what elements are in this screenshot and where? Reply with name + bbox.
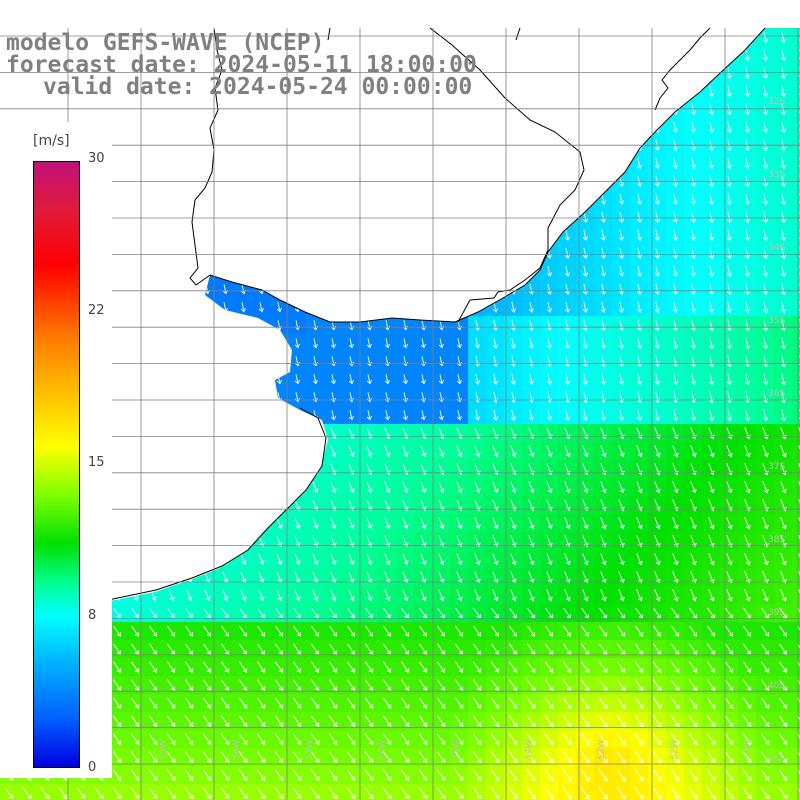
latitude-label: 36S xyxy=(768,389,785,399)
wind-speed-cell xyxy=(594,784,613,800)
colorbar-tick-15: 15 xyxy=(88,455,105,470)
wind-speed-cell xyxy=(792,550,800,569)
latitude-label: 32S xyxy=(768,97,785,107)
wind-speed-cell xyxy=(630,784,649,800)
wind-speed-cell xyxy=(792,154,800,173)
latitude-label: 38S xyxy=(768,535,785,545)
wind-speed-cell xyxy=(792,658,800,677)
wind-speed-cell xyxy=(648,784,667,800)
wind-speed-cell xyxy=(792,568,800,587)
wind-speed-cell xyxy=(792,406,800,425)
wind-speed-cell xyxy=(792,208,800,227)
wind-speed-cell xyxy=(792,496,800,515)
wind-speed-cell xyxy=(792,676,800,695)
colorbar-unit: [m/s] xyxy=(33,133,70,149)
latitude-label: 41S xyxy=(768,754,785,764)
wind-speed-cell xyxy=(792,244,800,263)
wind-speed-cell xyxy=(792,424,800,443)
wind-speed-cell xyxy=(792,640,800,659)
latitude-label: 34S xyxy=(768,243,785,253)
longitude-label: 58W xyxy=(232,740,242,760)
wind-speed-cell xyxy=(792,388,800,407)
wind-speed-cell xyxy=(792,514,800,533)
wind-speed-cell xyxy=(792,28,800,47)
wind-speed-cell xyxy=(792,442,800,461)
latitude-label: 39S xyxy=(768,608,785,618)
wind-speed-cell xyxy=(792,370,800,389)
wind-speed-cell xyxy=(792,82,800,101)
wind-speed-cell xyxy=(792,190,800,209)
wind-speed-cell xyxy=(792,64,800,83)
wind-speed-cell xyxy=(792,100,800,119)
longitude-label: 56W xyxy=(378,740,388,760)
wind-speed-cell xyxy=(792,532,800,551)
wind-speed-cell xyxy=(792,784,800,800)
latitude-label: 33S xyxy=(768,170,785,180)
wind-speed-cell xyxy=(792,694,800,713)
longitude-label: 57W xyxy=(305,740,315,760)
colorbar-tick-22: 22 xyxy=(88,303,105,318)
longitude-label: 51W xyxy=(743,740,753,760)
longitude-label: 53W xyxy=(597,740,607,760)
wind-speed-cell xyxy=(612,784,631,800)
longitude-label: 59W xyxy=(159,740,169,760)
wind-speed-cell xyxy=(792,118,800,137)
wind-speed-cell xyxy=(792,352,800,371)
wind-speed-cell xyxy=(792,730,800,749)
colorbar xyxy=(33,161,80,768)
longitude-label: 54W xyxy=(524,740,534,760)
wind-speed-cell xyxy=(792,586,800,605)
colorbar-tick-0: 0 xyxy=(88,760,97,775)
wind-speed-cell xyxy=(792,604,800,623)
wind-speed-cell xyxy=(792,262,800,281)
latitude-label: 40S xyxy=(768,681,785,691)
wind-speed-cell xyxy=(792,316,800,335)
wind-speed-cell xyxy=(792,280,800,299)
longitude-label: 55W xyxy=(451,740,461,760)
wind-speed-cell xyxy=(792,478,800,497)
colorbar-tick-30: 30 xyxy=(88,151,105,166)
wind-speed-cell xyxy=(792,334,800,353)
latitude-label: 37S xyxy=(768,462,785,472)
title-valid-date: valid date: 2024-05-24 00:00:00 xyxy=(43,74,473,100)
longitude-label: 52W xyxy=(670,740,680,760)
wind-speed-cell xyxy=(792,460,800,479)
colorbar-tick-8: 8 xyxy=(88,608,97,623)
wind-speed-cell xyxy=(792,226,800,245)
latitude-label: 35S xyxy=(768,316,785,326)
wind-speed-cell xyxy=(792,298,800,317)
wind-speed-cell xyxy=(792,766,800,785)
wind-speed-cell xyxy=(558,784,577,800)
wind-speed-cell xyxy=(792,622,800,641)
wind-speed-cell xyxy=(792,46,800,65)
